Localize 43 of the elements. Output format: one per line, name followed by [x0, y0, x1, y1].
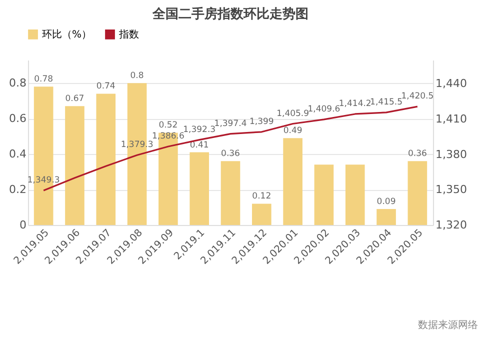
data-label: 0.67 [65, 94, 84, 104]
data-label: 0.36 [221, 149, 240, 160]
y-tick-label: 0 [20, 218, 26, 232]
data-label: 0.12 [252, 192, 272, 202]
data-label: 1,414.2 [338, 98, 372, 109]
y-tick-label: 0.8 [9, 76, 26, 90]
data-label: 1,405.9 [276, 108, 310, 119]
data-label: 1,397.4 [214, 118, 247, 129]
text: 数据来源网络 [418, 318, 478, 332]
bar [96, 94, 116, 225]
data-label: 0.09 [376, 197, 396, 208]
data-label: 0.36 [408, 149, 427, 160]
data-label: 0.49 [283, 126, 302, 136]
y2-tick-label: 1,410 [436, 112, 467, 126]
y-tick-label: 0.6 [9, 112, 26, 126]
data-label: 0.52 [158, 120, 178, 131]
bar [408, 161, 428, 225]
y2-tick-label: 1,350 [436, 183, 467, 196]
data-label: 0.74 [96, 82, 116, 92]
bar [220, 161, 240, 225]
y-tick-label: 0.2 [9, 183, 26, 196]
y2-tick-label: 1,380 [436, 148, 467, 161]
data-label: 1,420.5 [401, 92, 434, 102]
bar [252, 204, 272, 225]
y-tick-label: 0.4 [9, 148, 26, 161]
data-label: 1,415.5 [370, 97, 402, 108]
legend-label: 环比（%） [42, 28, 92, 40]
bar [65, 106, 84, 225]
data-label: 0.78 [34, 74, 54, 85]
bar [190, 152, 210, 225]
bar [345, 164, 365, 225]
data-label: 1,399 [249, 116, 274, 127]
bar [314, 164, 334, 225]
bar [376, 209, 396, 225]
data-label: 0.41 [190, 140, 209, 150]
chart-title: 全国二手房指数环比走势图 [152, 6, 308, 22]
data-label: 0.8 [130, 71, 144, 82]
y2-tick-label: 1,440 [436, 77, 467, 90]
y2-tick-label: 1,320 [436, 218, 467, 232]
data-label: 1,392.3 [183, 124, 216, 135]
legend-label: 指数 [118, 28, 139, 40]
data-label: 1,409.6 [308, 104, 340, 114]
bar [283, 138, 302, 225]
